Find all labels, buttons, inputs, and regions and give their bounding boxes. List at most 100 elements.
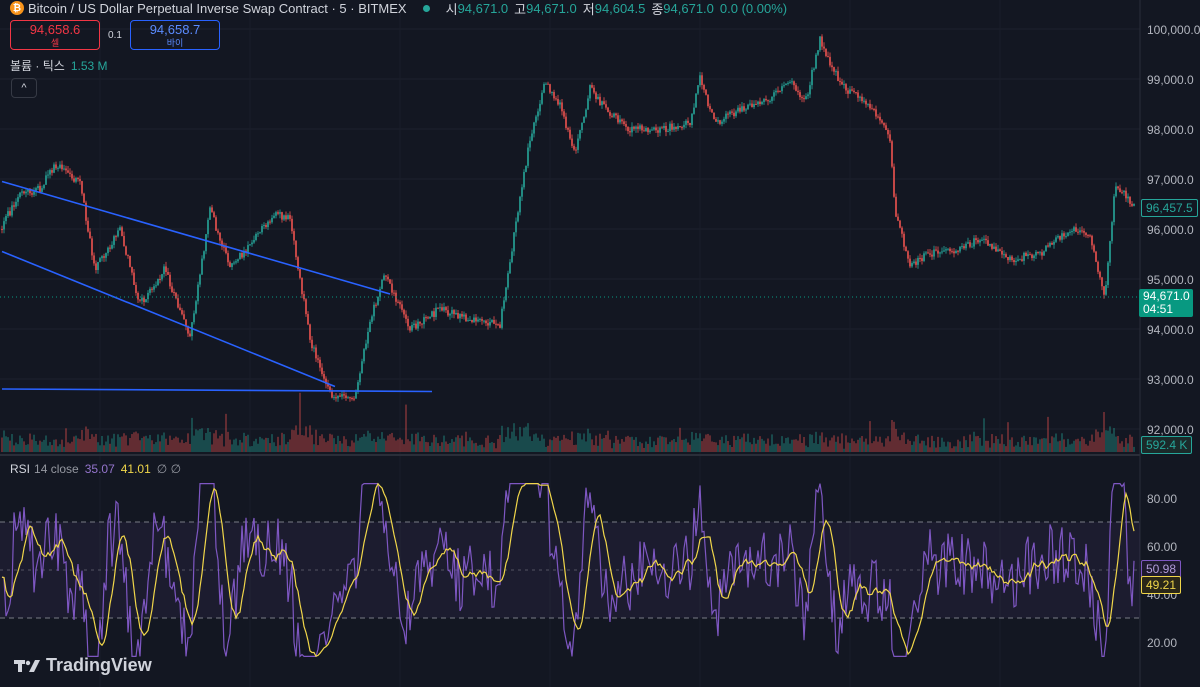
volume-bar [923,440,925,452]
candle-body [433,311,435,317]
volume-bar [789,443,791,452]
candle-body [185,319,187,327]
volume-bar [179,442,181,452]
candle-body [633,126,635,129]
volume-bar [719,439,721,452]
tradingview-logo[interactable]: TradingView [14,655,152,676]
candle-body [1115,186,1117,197]
volume-bar [177,437,179,452]
volume-bar [1101,432,1103,452]
candle-body [339,395,341,397]
candle-body [695,93,697,108]
candle-body [425,317,427,319]
symbol-title[interactable]: Bitcoin / US Dollar Perpetual Inverse Sw… [28,0,407,16]
volume-bar [1123,446,1125,452]
volume-bar [365,436,367,452]
candle-body [1071,231,1073,233]
candle-body [23,191,25,194]
volume-bar [111,438,113,452]
candle-body [391,283,393,293]
candle-body [389,279,391,284]
candle-body [645,127,647,132]
volume-bar [73,436,75,452]
volume-bar [1133,446,1135,452]
volume-legend[interactable]: 볼륨 · 틱스 1.53 M [10,57,108,74]
volume-bar [541,434,543,452]
volume-bar [803,436,805,452]
volume-bar [173,438,175,452]
volume-bar [627,435,629,452]
candle-body [177,298,179,308]
candle-body [867,103,869,105]
candle-body [31,193,33,195]
volume-bar [1075,439,1077,452]
volume-bar [345,439,347,452]
volume-bar [663,437,665,452]
volume-bar [85,426,87,452]
volume-bar [941,437,943,452]
collapse-legend-button[interactable]: ^ [11,78,37,98]
candle-body [565,116,567,128]
volume-bar [115,446,117,452]
candle-body [495,323,497,325]
candle-body [323,374,325,379]
volume-bar [23,441,25,452]
candle-body [891,141,893,167]
candle-body [879,116,881,121]
volume-bar [17,444,19,452]
volume-bar [843,448,845,452]
volume-bar [319,435,321,452]
candle-body [229,262,231,267]
volume-bar [421,436,423,452]
volume-bar [223,446,225,452]
volume-bar [415,433,417,452]
candle-body [945,249,947,251]
candle-body [677,126,679,129]
volume-bar [293,430,295,452]
volume-bar [813,443,815,452]
volume-bar [371,440,373,452]
rsi-legend[interactable]: RSI 14 close 35.07 41.01 ∅ ∅ [10,462,181,476]
candle-body [797,90,799,93]
candle-body [487,323,489,326]
candle-body [443,307,445,311]
candle-body [743,106,745,111]
volume-bar [279,445,281,452]
candle-body [845,84,847,91]
candle-body [451,310,453,314]
candle-body [949,248,951,252]
candle-body [607,107,609,113]
last-price-marker: 96,457.5 [1141,199,1198,217]
candle-body [655,127,657,131]
candle-body [1123,190,1125,193]
candle-body [555,98,557,100]
volume-bar [167,444,169,452]
candle-body [557,99,559,105]
volume-bar [1057,441,1059,452]
volume-bar [571,431,573,452]
volume-bar [1023,435,1025,452]
candle-body [1099,271,1101,278]
buy-button[interactable]: 94,658.7 바이 [130,20,220,50]
candle-body [1063,233,1065,237]
volume-bar [379,439,381,452]
volume-bar [811,434,813,452]
candle-body [201,258,203,275]
candle-body [675,126,677,129]
price-tick: 93,000.0 [1147,373,1194,387]
candle-body [535,116,537,123]
volume-bar [145,435,147,452]
candle-body [299,269,301,278]
sell-button[interactable]: 94,658.6 셀 [10,20,100,50]
candle-body [117,230,119,237]
candle-body [1059,236,1061,240]
candle-body [1111,222,1113,242]
volume-bar [699,433,701,452]
candle-body [329,386,331,392]
candle-body [97,262,99,271]
candle-body [3,221,5,230]
candle-body [227,253,229,263]
candle-body [69,172,71,174]
volume-bar [827,446,829,452]
